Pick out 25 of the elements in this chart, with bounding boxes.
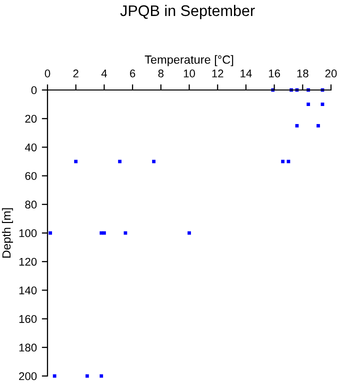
x-tick-label: 12 [212,70,224,78]
y-tick-label: 120 [19,258,37,266]
y-tick-label: 180 [19,344,37,352]
x-tick-label: 0 [44,70,50,78]
x-tick-label: 18 [297,70,308,78]
y-tick-label: 160 [19,315,37,323]
x-tick-label: 8 [158,70,164,78]
y-tick-label: 140 [19,286,37,294]
y-tick-label: 0 [31,86,37,94]
x-axis-title: Temperature [°C] [144,55,234,66]
y-tick-label: 100 [19,229,37,238]
y-tick-label: 40 [24,143,37,152]
x-tick-label: 16 [268,70,280,78]
x-tick-label: 4 [101,70,107,78]
y-axis-title: Depth [m] [2,208,13,258]
x-tick-label: 20 [325,70,337,78]
x-tick-label: 2 [73,70,78,78]
chart-title: JPQB in September [120,4,255,20]
y-tick-label: 20 [25,114,37,123]
y-tick-label: 60 [25,172,37,180]
x-tick-label: 10 [184,70,195,78]
y-tick-label: 80 [25,200,37,209]
x-tick-label: 6 [130,70,136,78]
x-tick-label: 14 [240,70,252,78]
y-tick-label: 200 [19,372,37,380]
